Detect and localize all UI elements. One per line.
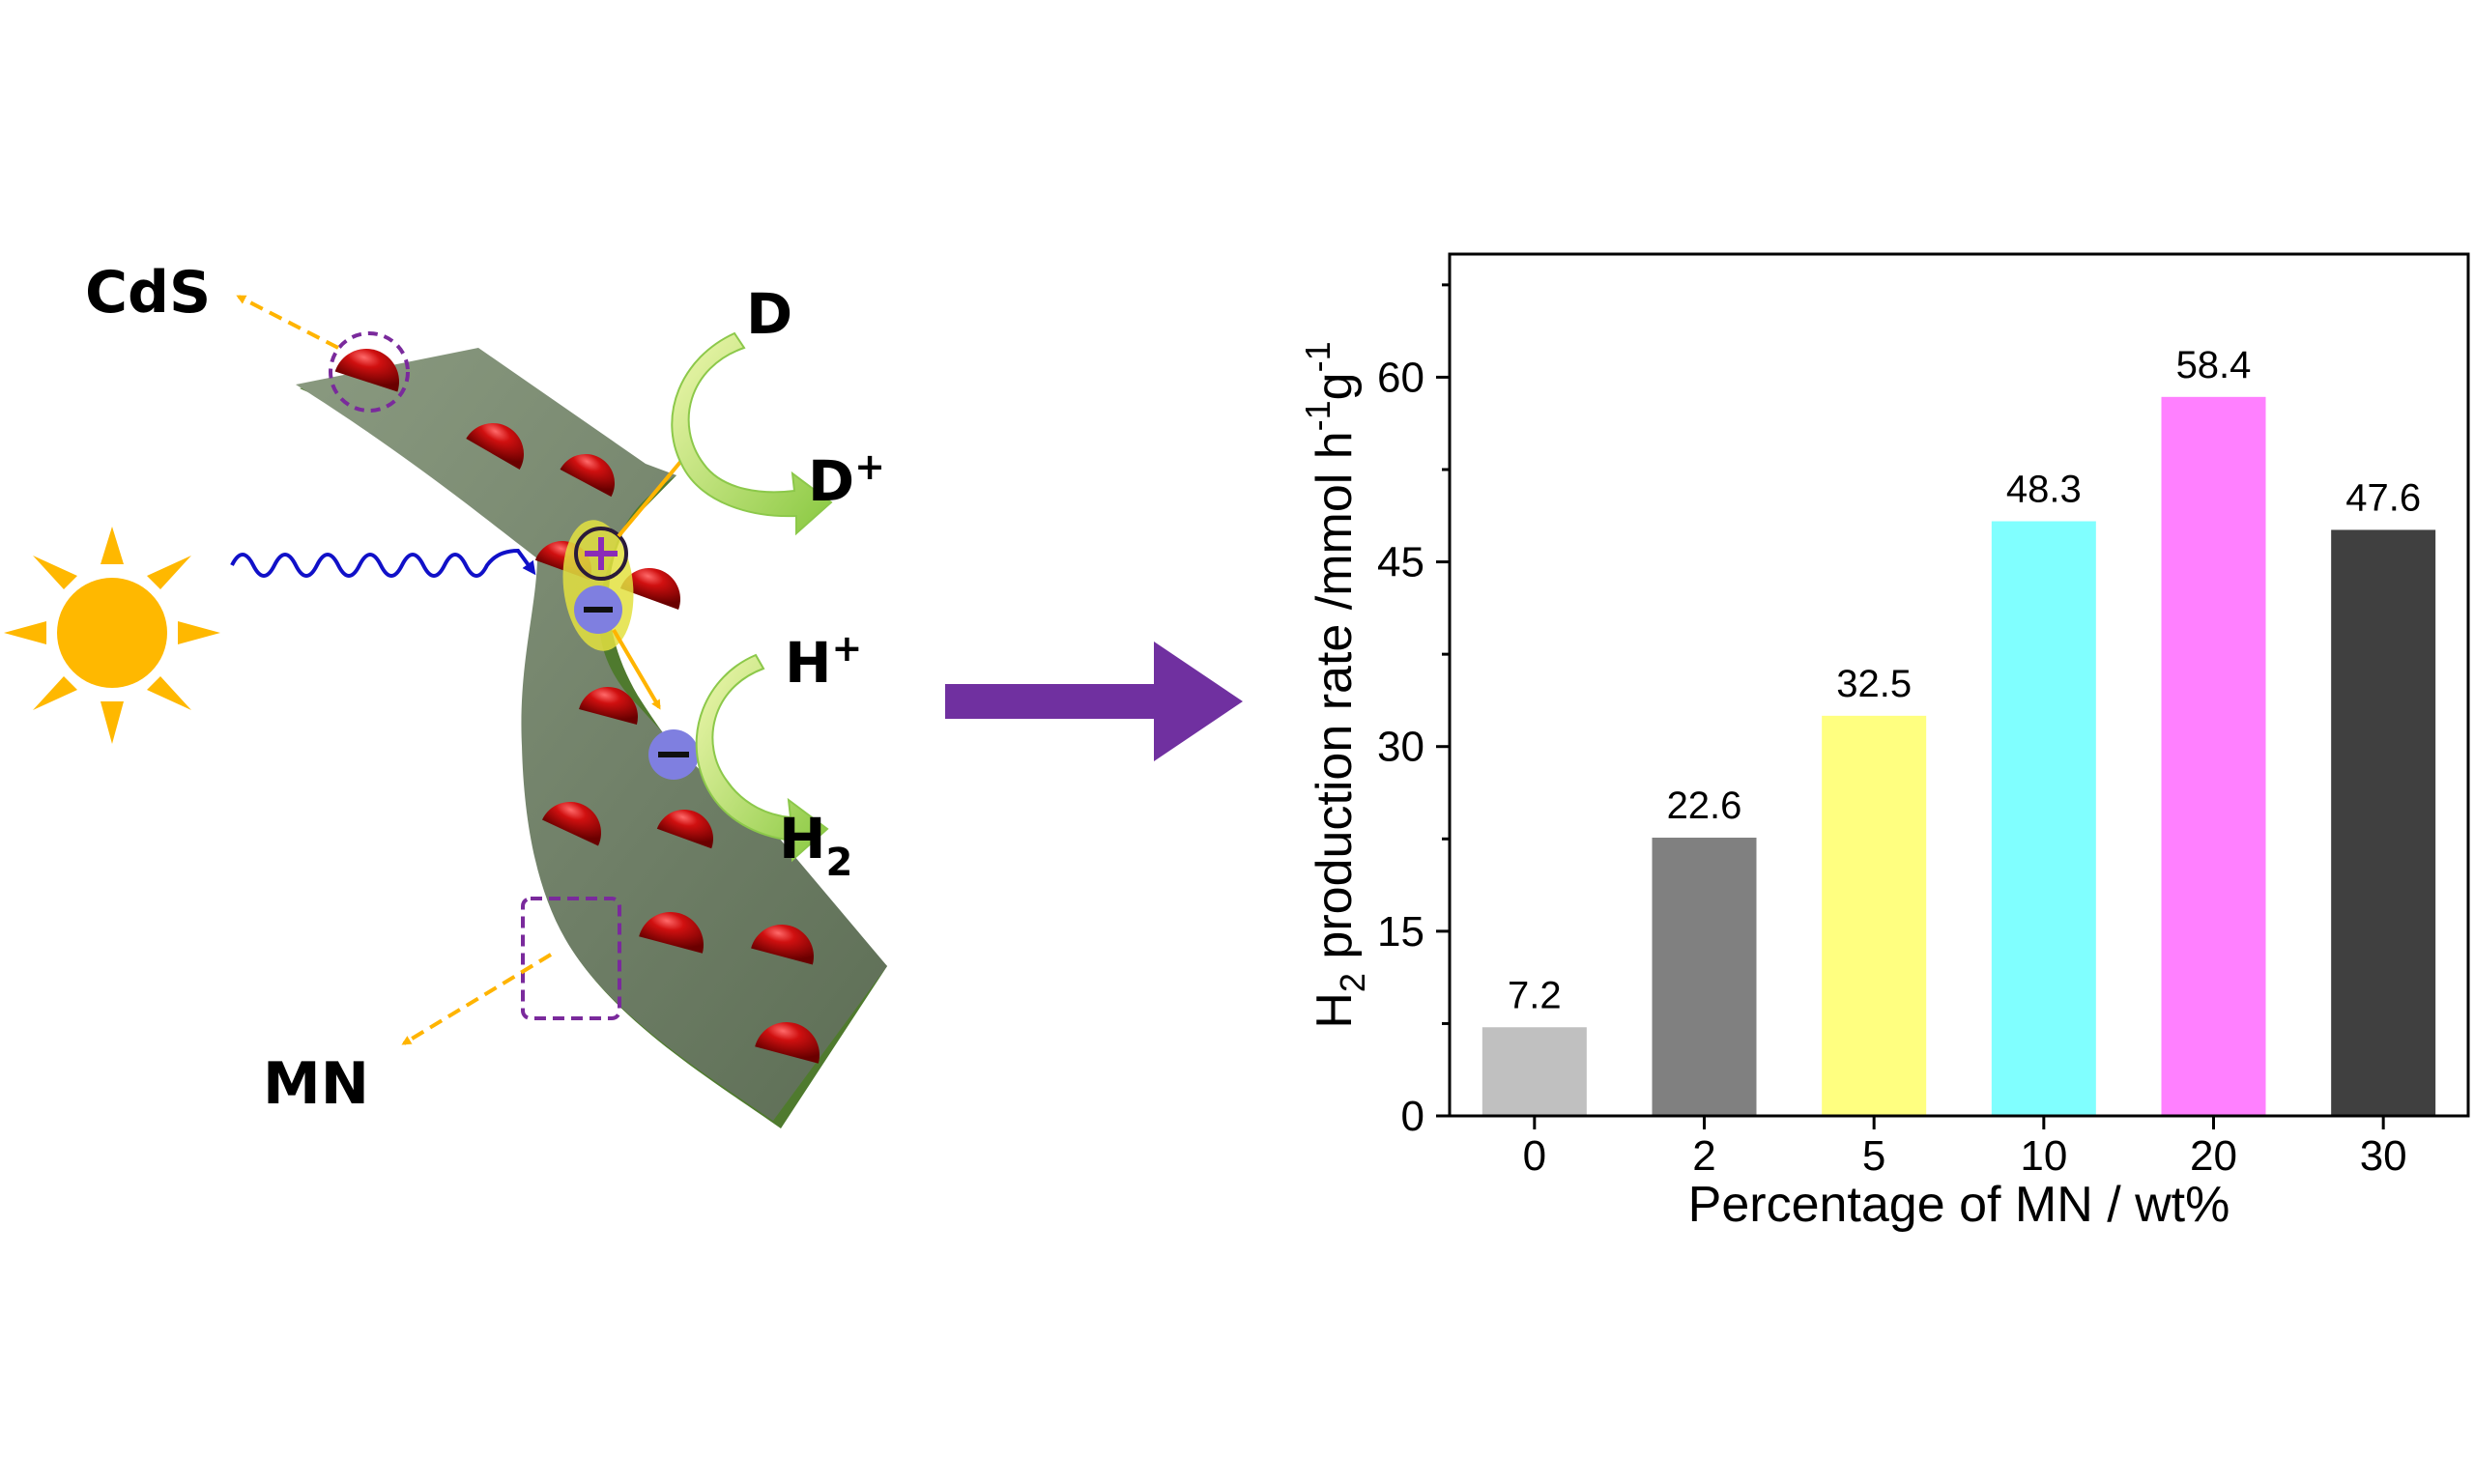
cds-particle [755, 1022, 820, 1064]
oxidation-arrow-icon [671, 331, 833, 536]
donor-label: D [746, 281, 792, 347]
bar-10 [1991, 521, 2096, 1116]
data-label-5: 32.5 [1836, 663, 1912, 705]
cds-callout-circle [329, 331, 410, 413]
cds-label: CdS [85, 259, 211, 327]
y-tick-label-45: 45 [1377, 539, 1424, 586]
bar-0 [1482, 1027, 1587, 1116]
bar-20 [2161, 396, 2266, 1116]
electron-minus-sign [584, 607, 613, 613]
bar-30 [2331, 529, 2436, 1116]
hole-icon [574, 527, 628, 581]
electron-minus-sign [658, 752, 689, 757]
electron-transfer-arrow [612, 628, 661, 710]
y-tick-label-15: 15 [1377, 908, 1424, 956]
x-tick-label-5: 5 [1862, 1132, 1885, 1180]
x-tick-label-0: 0 [1523, 1132, 1546, 1180]
mn-sheet [296, 348, 887, 1128]
data-label-0: 7.2 [1508, 974, 1562, 1016]
cds-particle [639, 912, 704, 954]
cds-particle [466, 423, 524, 470]
y-axis-label: H2 production rate /mmol h-1g-1 [1298, 341, 1372, 1028]
cds-particle [334, 349, 399, 392]
cds-particle [619, 568, 680, 610]
sun-icon [4, 527, 220, 744]
cds-callout-arrow [236, 295, 339, 350]
cds-particle [656, 810, 713, 849]
mn-label: MN [263, 1050, 369, 1118]
cds-particle [560, 454, 615, 498]
x-axis-ticks: 0 2 5 10 20 30 [1523, 1116, 2407, 1180]
hole-plus-sign [585, 537, 618, 570]
bars-group [1482, 396, 2436, 1116]
hydrogen-label: H2 [779, 806, 852, 885]
x-axis-label: Percentage of MN / wt% [1688, 1177, 2230, 1233]
cds-particle [751, 925, 814, 965]
data-label-30: 47.6 [2345, 476, 2421, 519]
x-tick-label-10: 10 [2020, 1132, 2067, 1180]
light-wave-icon [230, 548, 536, 578]
donor-oxidized-label: D+ [808, 445, 885, 514]
mn-callout-arrow [401, 953, 553, 1045]
cds-particle [579, 687, 638, 726]
bar-2 [1652, 838, 1757, 1116]
hole-transfer-arrow [617, 446, 693, 538]
data-label-20: 58.4 [2176, 344, 2252, 386]
y-tick-label-30: 30 [1377, 724, 1424, 771]
data-label-2: 22.6 [1667, 785, 1742, 827]
x-tick-label-30: 30 [2360, 1132, 2407, 1180]
x-tick-label-2: 2 [1692, 1132, 1715, 1180]
y-tick-label-60: 60 [1377, 354, 1424, 401]
proton-label: H+ [785, 627, 862, 696]
y-tick-label-0: 0 [1401, 1093, 1424, 1140]
bar-chart: 7.2 22.6 32.5 48.3 58.4 47.6 0 15 30 45 60 0 2 5 10 2… [1298, 252, 2470, 1233]
plot-frame [1448, 252, 2470, 1118]
x-tick-label-20: 20 [2190, 1132, 2237, 1180]
data-labels-group: 7.2 22.6 32.5 48.3 58.4 47.6 [1508, 344, 2421, 1016]
right-arrow-icon [945, 642, 1243, 761]
mn-callout-box [521, 897, 621, 1020]
reduction-arrow-icon [695, 653, 829, 863]
data-label-10: 48.3 [2006, 469, 2082, 511]
bar-5 [1822, 715, 1927, 1116]
y-axis-ticks: 0 15 30 45 60 [1377, 283, 1450, 1140]
cds-particle [541, 802, 601, 846]
photocatalysis-scheme: CdS MN D D+ H+ H2 [4, 259, 887, 1128]
cds-particles [334, 349, 820, 1064]
